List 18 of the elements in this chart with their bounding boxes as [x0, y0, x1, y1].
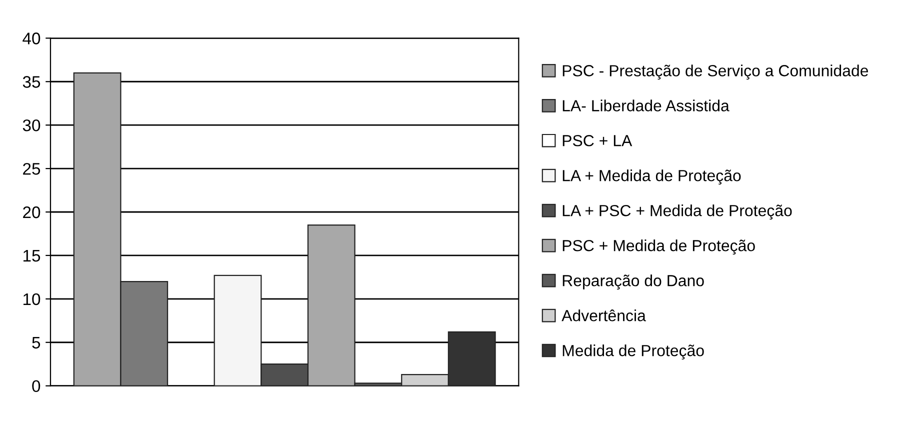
y-tick-label: 30: [22, 119, 40, 132]
y-tick-label: 5: [32, 336, 40, 349]
y-tick-label: 20: [23, 206, 40, 218]
y-tick-label: 10: [24, 293, 40, 306]
y-tick-label: 40: [22, 32, 40, 44]
legend-label: LA + PSC + Medida de Proteção: [562, 204, 792, 220]
y-tick-label: 15: [24, 250, 40, 262]
legend-label: Medida de Proteção: [562, 344, 704, 360]
legend-label: LA- Liberdade Assistida: [562, 100, 730, 112]
y-tick-label: 35: [22, 76, 40, 88]
legend-label: Advertência: [562, 310, 646, 322]
legend-label: LA + Medida de Proteção: [562, 170, 741, 184]
legend-label: PSC + Medida de Proteção: [562, 240, 755, 254]
y-tick-label: 25: [23, 162, 40, 175]
legend-label: PSC - Prestação de Serviço a Comunidade: [562, 64, 868, 80]
legend-label: Reparação do Dano: [562, 274, 704, 290]
legend-label: PSC + LA: [562, 135, 632, 146]
y-tick-label: 0: [32, 380, 40, 392]
